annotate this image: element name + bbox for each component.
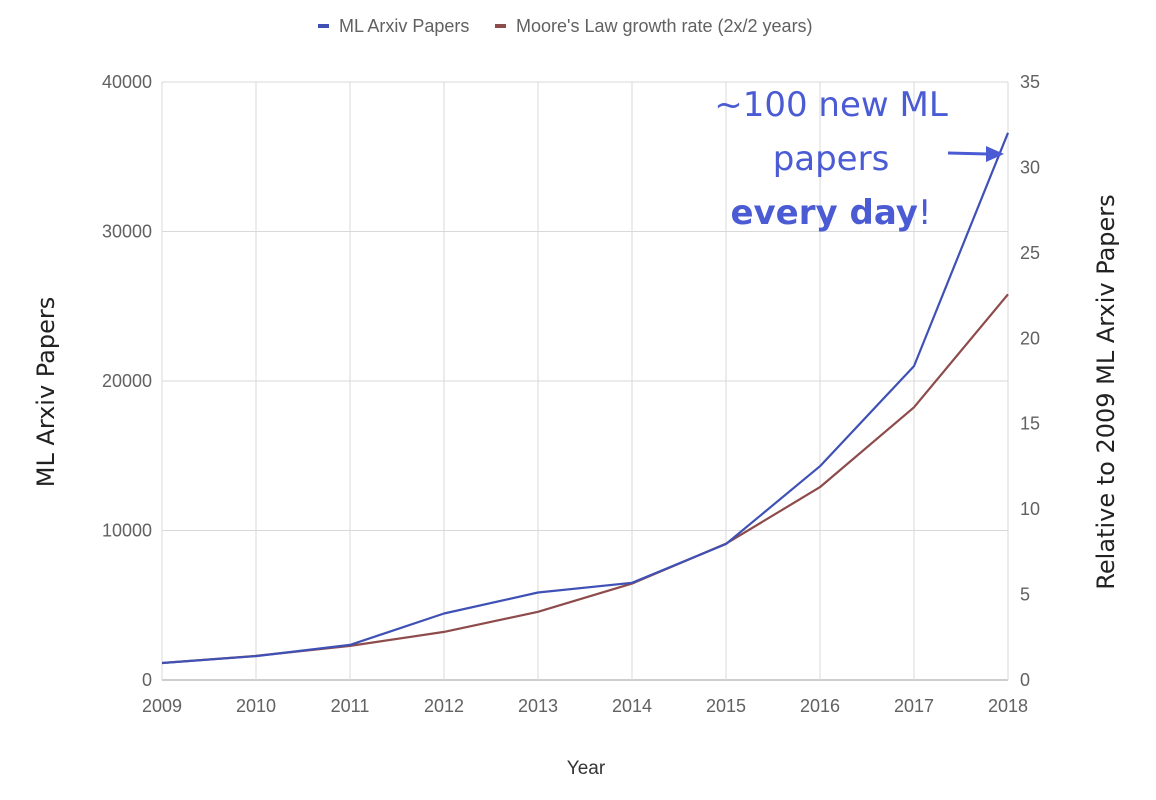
- right-y-ticks: 0 5 10 15 20 25 30 35: [1020, 72, 1040, 690]
- x-tick-label: 2018: [988, 696, 1028, 716]
- x-tick-label: 2009: [142, 696, 182, 716]
- right-y-tick-label: 25: [1020, 243, 1040, 263]
- series-line-moores-law: [161, 293, 1009, 665]
- legend-label-ml-arxiv: ML Arxiv Papers: [339, 16, 469, 36]
- right-y-tick-label: 0: [1020, 670, 1030, 690]
- left-y-tick-label: 40000: [102, 72, 152, 92]
- right-y-tick-label: 30: [1020, 157, 1040, 177]
- annotation-line-1: ~100 new ML: [714, 85, 948, 125]
- annotation-arrow-shaft: [947, 151, 989, 156]
- x-tick-label: 2011: [331, 696, 370, 716]
- left-y-ticks: 0 10000 20000 30000 40000: [102, 72, 152, 690]
- legend-swatch-ml-arxiv: [318, 24, 329, 28]
- annotation-line-3: every day!: [730, 193, 931, 233]
- legend: ML Arxiv Papers Moore's Law growth rate …: [318, 16, 813, 36]
- annotation-bold: every day: [730, 193, 917, 233]
- x-tick-label: 2016: [800, 696, 840, 716]
- left-y-tick-label: 20000: [102, 371, 152, 391]
- left-axis-title: ML Arxiv Papers: [32, 297, 60, 488]
- right-axis-title: Relative to 2009 ML Arxiv Papers: [1092, 194, 1120, 589]
- annotation-line-2: papers: [773, 139, 890, 179]
- annotation-arrow: [947, 146, 1004, 162]
- x-tick-label: 2017: [894, 696, 934, 716]
- annotation-exclaim: !: [918, 193, 932, 233]
- legend-label-moores-law: Moore's Law growth rate (2x/2 years): [516, 16, 813, 36]
- x-tick-label: 2015: [706, 696, 746, 716]
- gridlines: [161, 81, 1009, 681]
- annotation-arrow-head: [986, 146, 1004, 162]
- left-y-tick-label: 10000: [102, 521, 152, 541]
- left-y-tick-label: 0: [142, 670, 152, 690]
- x-tick-label: 2012: [424, 696, 464, 716]
- right-y-tick-label: 5: [1020, 585, 1030, 605]
- legend-swatch-moores-law: [495, 24, 506, 28]
- right-y-tick-label: 35: [1020, 72, 1040, 92]
- x-tick-label: 2014: [612, 696, 652, 716]
- x-axis-title: Year: [567, 758, 606, 779]
- left-y-tick-label: 30000: [102, 222, 152, 242]
- x-ticks: 2009 2010 2011 2012 2013 2014 2015 2016 2017 2018: [142, 696, 1028, 716]
- series-line-ml-arxiv: [161, 132, 1010, 665]
- right-y-tick-label: 15: [1020, 414, 1040, 434]
- right-y-tick-label: 20: [1020, 328, 1040, 348]
- x-tick-label: 2013: [518, 696, 558, 716]
- series-lines: [161, 132, 1010, 665]
- right-y-tick-label: 10: [1020, 499, 1040, 519]
- x-tick-label: 2010: [236, 696, 276, 716]
- annotation: ~100 new ML papers every day!: [714, 85, 1004, 233]
